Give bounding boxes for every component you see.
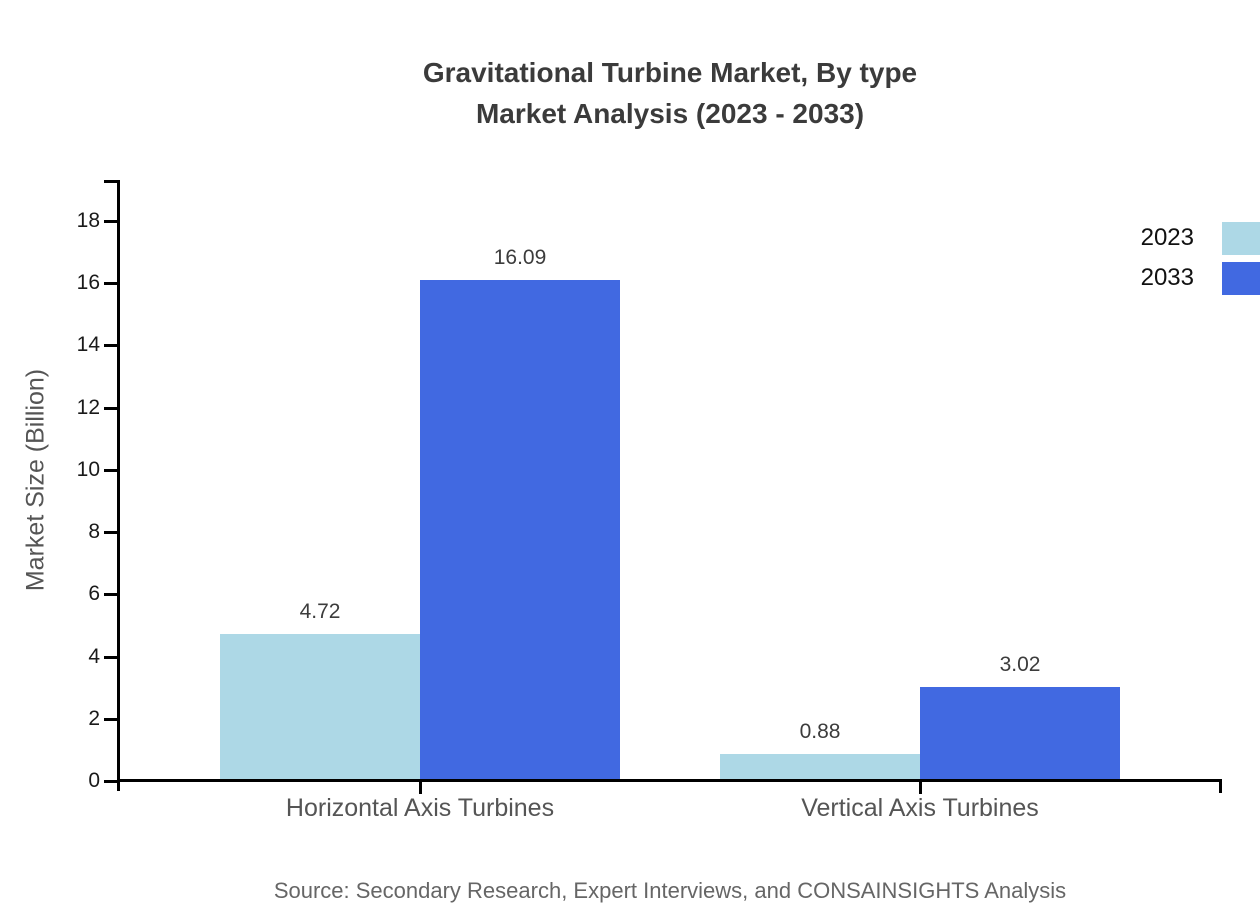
y-axis-tick (104, 718, 118, 721)
y-axis-tick (104, 656, 118, 659)
x-axis-tick (919, 781, 922, 794)
bar-2023-1 (220, 634, 420, 781)
chart-title: Gravitational Turbine Market, By type Ma… (80, 52, 1260, 134)
x-axis-tick (419, 781, 422, 794)
bar-value-label: 4.72 (299, 600, 341, 623)
y-axis-tick-label: 8 (88, 520, 100, 543)
chart-title-line1: Gravitational Turbine Market, By type (422, 57, 918, 88)
y-axis-tick (104, 780, 118, 783)
y-axis-tick (104, 282, 118, 285)
y-axis-tick-label: 16 (76, 271, 100, 294)
x-axis-line (117, 779, 1222, 782)
y-axis-line (117, 180, 120, 791)
y-axis-tick (104, 220, 118, 223)
y-axis-tick (104, 593, 118, 596)
x-axis-right-cap (1219, 779, 1222, 793)
y-axis-tick-label: 4 (88, 645, 100, 668)
legend-item-2033: 2033 (1141, 258, 1260, 298)
y-axis-tick-label: 2 (88, 707, 100, 730)
y-axis-tick (104, 407, 118, 410)
x-axis-category-label: Horizontal Axis Turbines (285, 794, 555, 822)
legend-color-swatch (1222, 221, 1260, 255)
source-note: Source: Secondary Research, Expert Inter… (273, 878, 1067, 903)
bar-2033-2 (920, 687, 1120, 781)
chart-title-line2: Market Analysis (2023 - 2033) (475, 98, 865, 129)
y-axis-tick (104, 344, 118, 347)
x-axis-category-label: Vertical Axis Turbines (801, 794, 1039, 822)
bar-2033-1 (420, 280, 620, 781)
legend-item-2023: 2023 (1141, 218, 1260, 258)
bar-value-label: 0.88 (799, 720, 841, 743)
y-axis-tick-label: 6 (88, 582, 100, 605)
y-axis-tick-label: 10 (76, 458, 100, 481)
y-axis-tick (104, 469, 118, 472)
legend-item-label: 2023 (1140, 224, 1194, 251)
legend: 2023 2033 (1141, 218, 1260, 298)
y-axis-tick-label: 12 (76, 396, 100, 419)
legend-item-label: 2033 (1140, 264, 1194, 291)
bar-value-label: 16.09 (493, 246, 547, 269)
y-axis-top-cap (104, 180, 117, 183)
y-axis-tick-label: 18 (76, 209, 100, 232)
y-axis-tick-label: 14 (76, 333, 100, 356)
bar-value-label: 3.02 (999, 653, 1041, 676)
y-axis-tick (104, 531, 118, 534)
legend-color-swatch (1222, 261, 1260, 295)
bar-2023-2 (720, 754, 920, 781)
y-axis-tick-label: 0 (88, 769, 100, 792)
